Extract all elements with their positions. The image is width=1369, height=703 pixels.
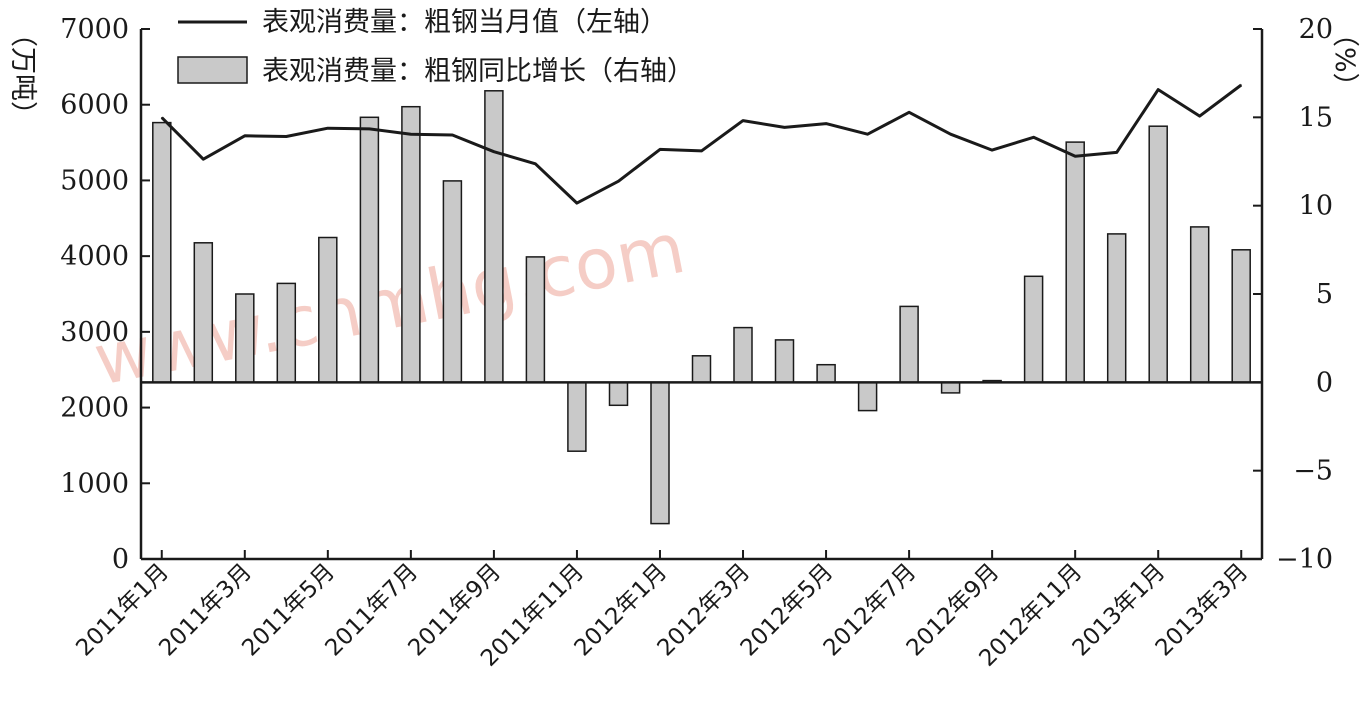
line-point-2011年11月 [576, 202, 578, 204]
right-tick-label: 15 [1299, 102, 1333, 133]
line-point-2012年12月 [1116, 151, 1118, 153]
line-point-2013年2月 [1199, 115, 1201, 117]
bar-2011年12月 [608, 381, 629, 407]
bar-2012年5月 [816, 363, 836, 384]
bar-2012年10月 [1023, 275, 1044, 384]
line-point-2013年1月 [1157, 89, 1159, 91]
bar-2012年4月 [774, 339, 795, 384]
bar-2012年11月 [1065, 141, 1085, 384]
x-axis-ticks: 2011年1月2011年3月2011年5月2011年7月2011年9月2011年… [71, 550, 1253, 672]
line-point-2012年4月 [783, 126, 786, 128]
line-point-2011年12月 [617, 180, 620, 182]
bar-2011年2月 [193, 242, 214, 384]
line-point-2011年9月 [493, 151, 495, 153]
left-axis-ticks: 0 1000 2000 3000 4000 5000 6000 7000 [60, 14, 150, 575]
left-tick-label: 4000 [60, 241, 129, 272]
bar-2011年7月 [401, 105, 421, 384]
bar-2013年2月 [1189, 226, 1210, 384]
line-point-2011年6月 [368, 128, 370, 130]
left-tick-label: 3000 [60, 317, 129, 348]
bar-2011年10月 [525, 256, 546, 384]
right-tick-label: 5 [1316, 279, 1333, 310]
line-point-2012年2月 [700, 150, 703, 152]
line-point-2011年5月 [327, 127, 329, 129]
line-point-2012年10月 [1033, 136, 1035, 138]
right-axis-ticks: −10 −5 0 5 10 15 20 [1253, 14, 1333, 575]
line-point-2012年11月 [1074, 155, 1076, 157]
line-point-2011年2月 [202, 158, 204, 160]
bar-2011年4月 [276, 282, 297, 384]
bar-2012年6月 [857, 381, 878, 412]
line-point-2012年6月 [867, 133, 869, 135]
bar-2011年8月 [442, 180, 463, 384]
bar-2012年12月 [1106, 233, 1127, 384]
line-series [160, 83, 1243, 205]
line-point-2012年3月 [742, 120, 744, 122]
left-tick-label: 0 [112, 544, 129, 575]
line-point-2012年5月 [825, 123, 827, 125]
line-point-2011年4月 [285, 135, 287, 138]
bar-2013年3月 [1231, 249, 1251, 384]
right-tick-label: −5 [1293, 456, 1333, 487]
bar-series [152, 90, 1251, 525]
bar-2012年3月 [733, 326, 753, 384]
left-tick-label: 7000 [60, 14, 129, 45]
right-tick-label: 20 [1299, 14, 1333, 45]
line-point-2012年9月 [991, 149, 993, 151]
legend-bar-label: 表观消费量：粗钢同比增长（右轴） [262, 56, 694, 87]
legend-bar-swatch [177, 56, 248, 84]
right-axis-unit: （%） [1329, 20, 1360, 100]
bar-2013年1月 [1148, 125, 1168, 384]
legend: 表观消费量：粗钢当月值（左轴） 表观消费量：粗钢同比增长（右轴） [177, 7, 694, 87]
bar-2011年6月 [359, 116, 380, 384]
bar-2011年5月 [318, 236, 338, 384]
bar-2012年1月 [650, 381, 670, 525]
line-point-2011年1月 [161, 117, 163, 119]
right-axis-unit-label: （%） [1329, 20, 1360, 100]
line-point-2012年7月 [908, 111, 910, 113]
line-point-2011年7月 [410, 133, 412, 135]
line-point-2013年3月 [1240, 84, 1242, 86]
left-tick-label: 5000 [60, 165, 129, 196]
bar-2012年8月 [940, 381, 961, 394]
bar-2011年3月 [235, 293, 255, 384]
left-axis-unit: （万吨） [7, 20, 38, 128]
bar-2012年7月 [899, 305, 919, 384]
watermark-text: www.cnmhg.com [88, 207, 692, 402]
right-tick-label: −10 [1276, 544, 1333, 575]
left-tick-label: 1000 [60, 468, 129, 499]
bar-2011年11月 [567, 381, 587, 452]
right-tick-label: 0 [1316, 367, 1333, 398]
line-point-2012年1月 [659, 148, 661, 150]
bar-2012年2月 [691, 355, 712, 384]
right-tick-label: 10 [1299, 191, 1333, 222]
line-point-2011年3月 [244, 135, 246, 137]
bar-2011年1月 [152, 121, 172, 384]
line-point-2012年8月 [950, 133, 952, 135]
legend-line-label: 表观消费量：粗钢当月值（左轴） [262, 7, 667, 38]
line-point-2011年8月 [451, 134, 453, 136]
bar-2011年9月 [484, 90, 504, 384]
left-axis-unit-label: （万吨） [7, 20, 38, 128]
left-tick-label: 2000 [60, 393, 129, 424]
line-point-2011年10月 [534, 163, 537, 165]
left-tick-label: 6000 [60, 90, 129, 121]
